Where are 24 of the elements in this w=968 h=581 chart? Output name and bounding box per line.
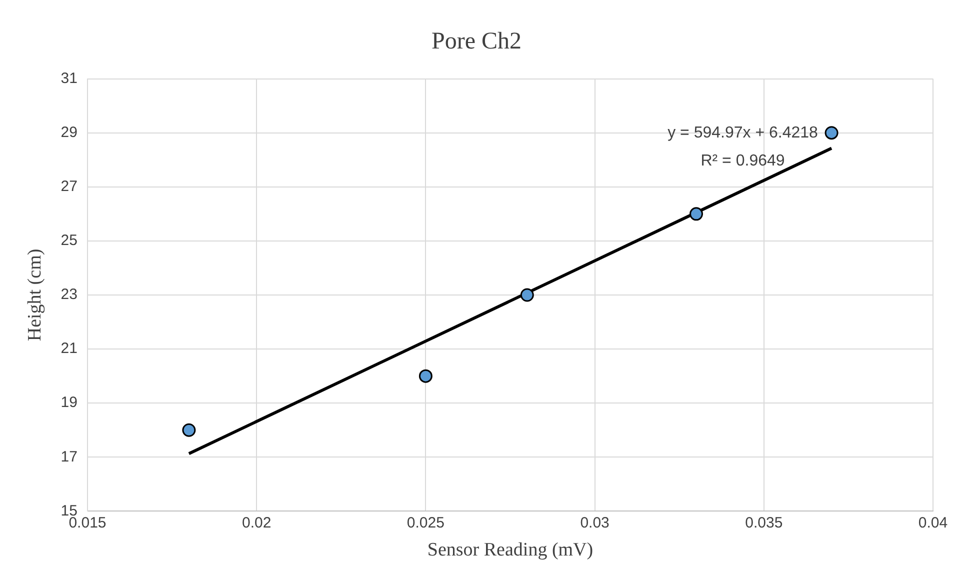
y-tick-label: 29: [60, 124, 78, 141]
x-tick-label: 0.02: [242, 514, 272, 532]
x-tick-label: 0.025: [406, 514, 444, 532]
y-tick-label: 25: [60, 232, 78, 250]
annotation: y = 594.97x + 6.4218: [668, 124, 818, 142]
y-tick-label: 21: [60, 340, 78, 358]
y-tick-label: 17: [60, 448, 78, 466]
x-tick-label: 0.035: [745, 514, 783, 532]
x-tick-label: 0.04: [918, 514, 948, 532]
x-tick-label: 0.03: [580, 514, 610, 532]
chart-title: Pore Ch2: [432, 28, 522, 55]
point: [690, 207, 704, 221]
y-tick-label: 23: [60, 286, 78, 304]
annotation: R² = 0.9649: [700, 152, 785, 170]
y-tick-label: 31: [60, 70, 78, 87]
x-tick-label: 0.015: [68, 514, 106, 532]
y-tick-label: 27: [60, 178, 78, 196]
x-axis-title: Sensor Reading (mV): [427, 540, 594, 561]
y-axis-title: Height (cm): [24, 248, 46, 342]
y-tick-label: 19: [60, 394, 78, 412]
point: [824, 126, 838, 140]
point: [520, 288, 534, 302]
point: [182, 423, 196, 437]
point: [418, 369, 432, 383]
